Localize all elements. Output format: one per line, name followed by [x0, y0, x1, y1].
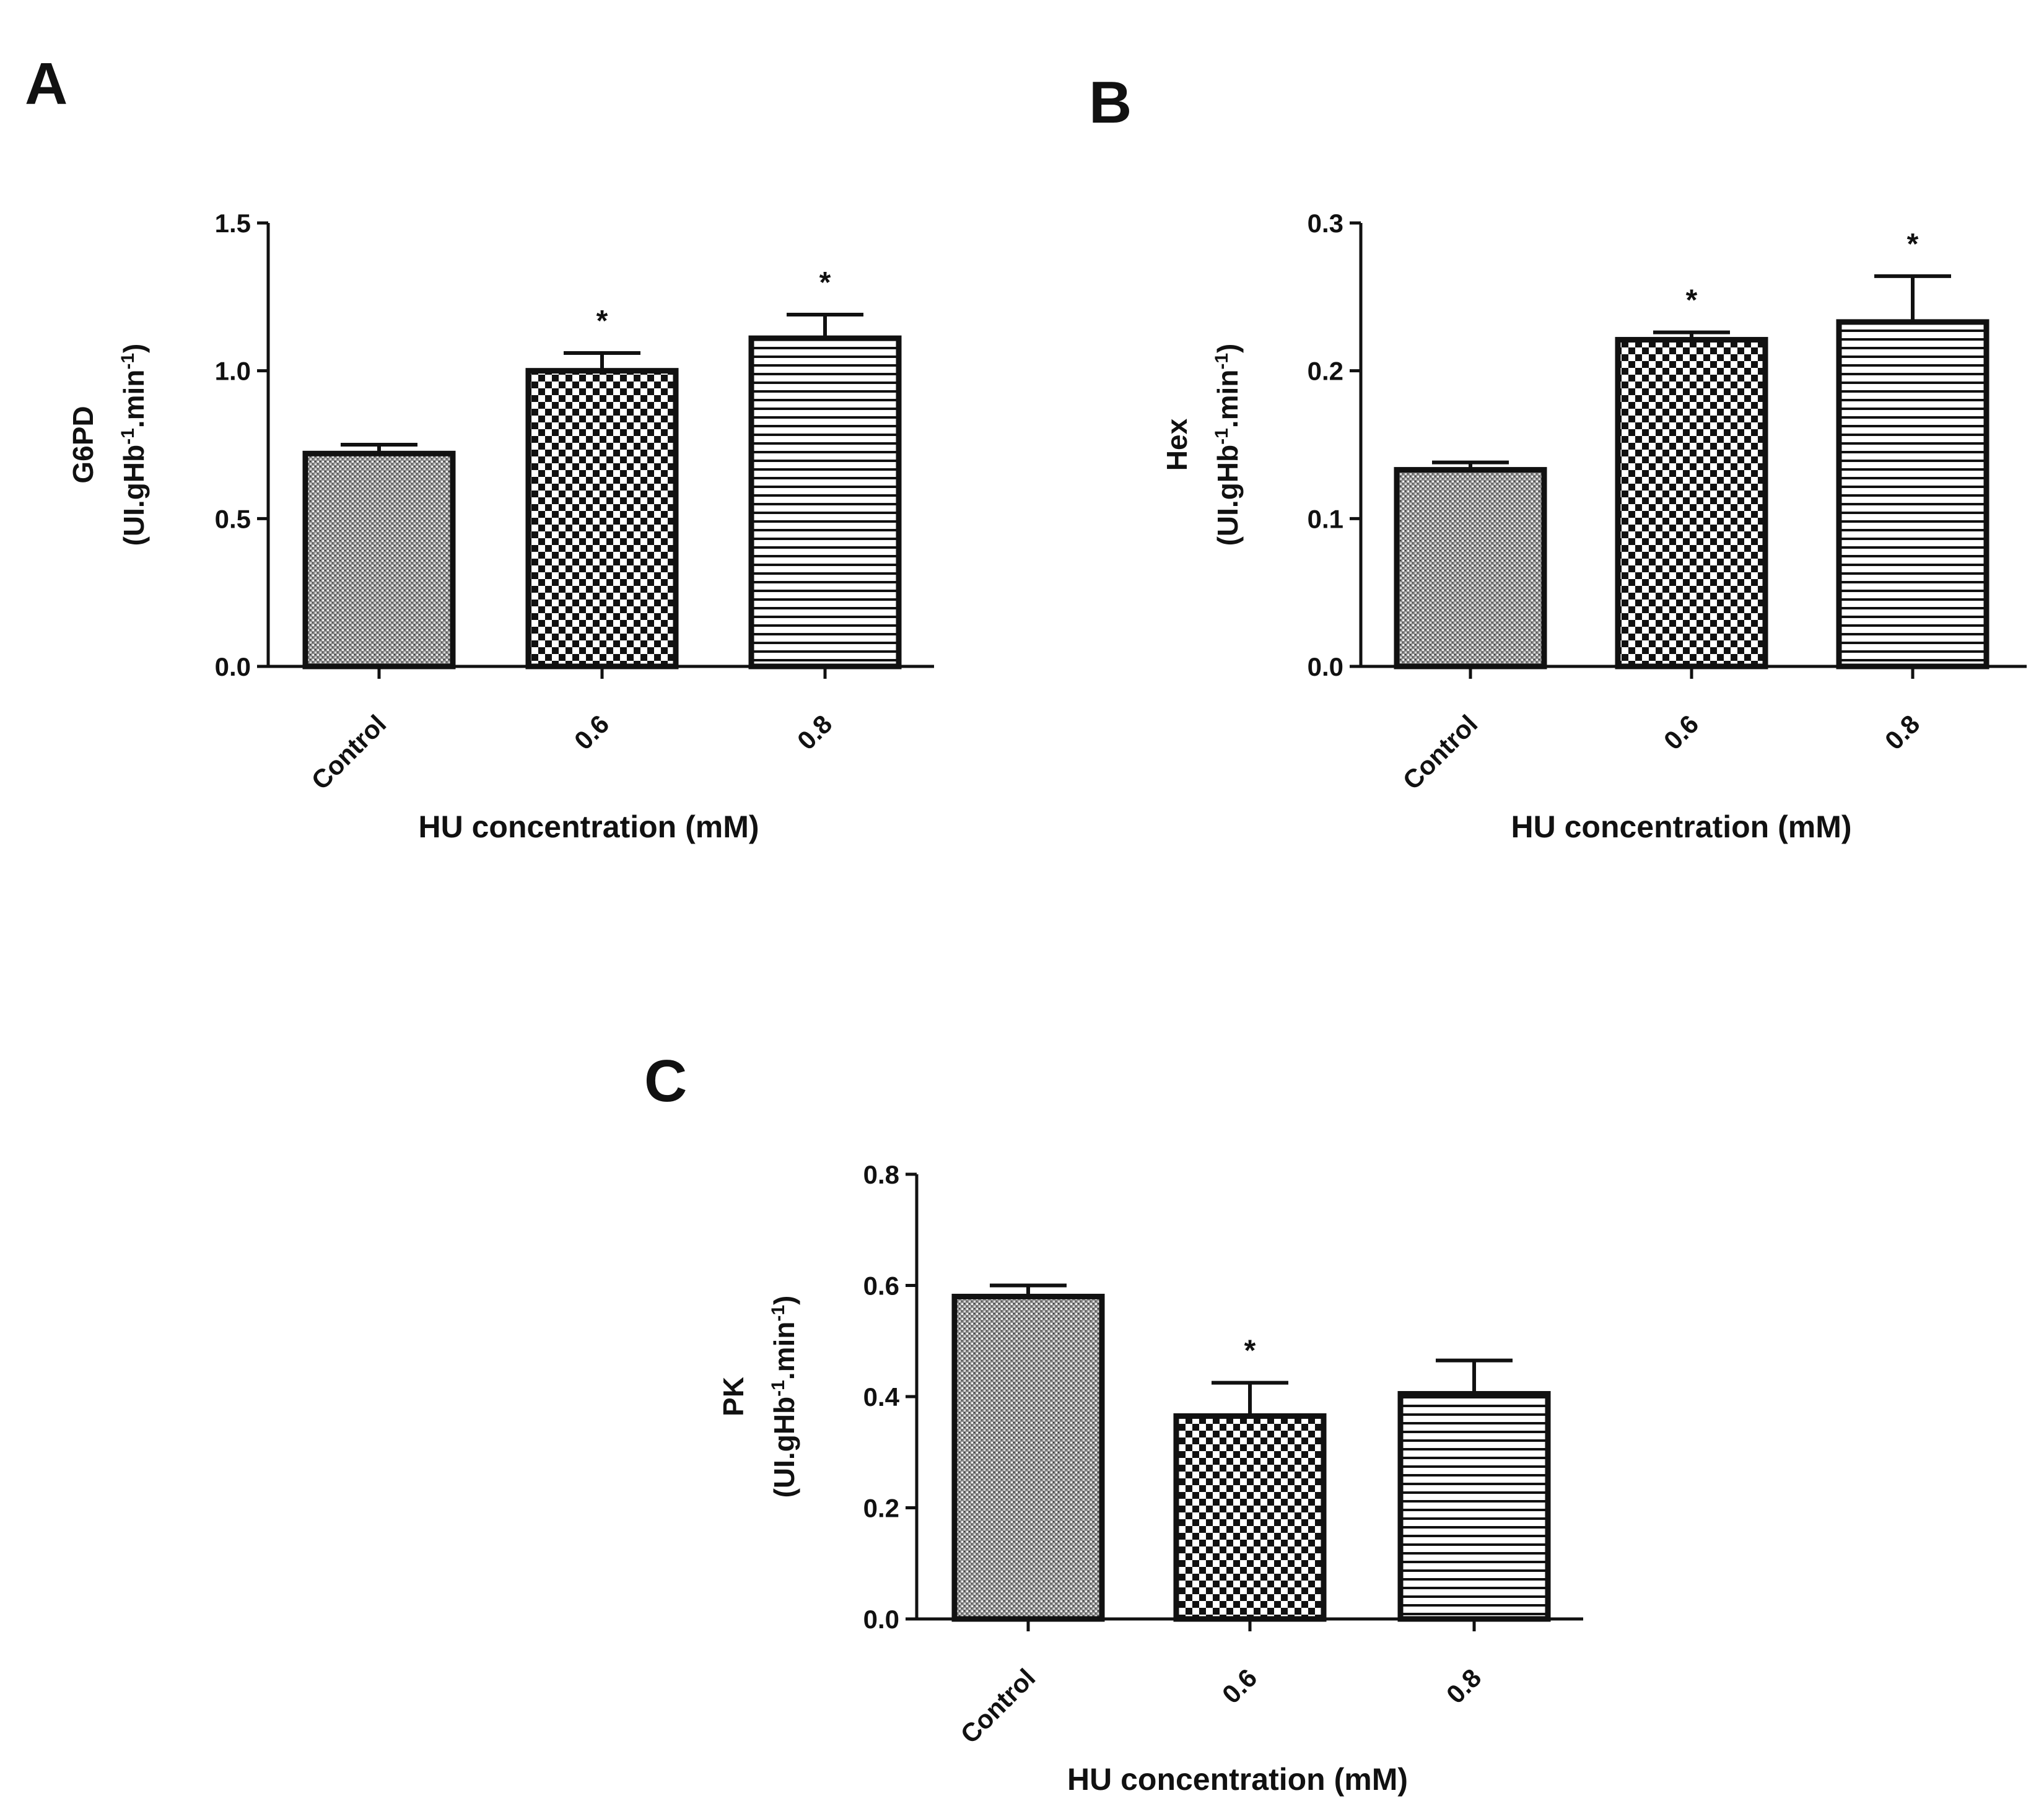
- panel-b-letter: B: [1089, 69, 1132, 136]
- panel-a-plot: * * 0.0 0.5 1.0 1.5 Control 0.6 0.8 HU concentrat…: [67, 209, 934, 844]
- panel-c-category-label-1: 0.6: [1216, 1663, 1263, 1709]
- panel-b-y-units-part-3: -1: [1212, 353, 1232, 370]
- panel-c-y-axis-label-units: (UI.gHb-1.min-1): [768, 1296, 801, 1498]
- panel-c-bar-3: [1397, 1391, 1551, 1622]
- panel-a-ytick-label-1: 0.5: [215, 504, 251, 533]
- panel-b-category-label-0: Control: [1397, 709, 1483, 795]
- panel-a-y-axis-label-name: G6PD: [67, 406, 99, 483]
- panel-a-category-label-1: 0.6: [569, 709, 615, 756]
- panel-c-category-label-0: Control: [955, 1663, 1041, 1749]
- panel-a-letter: A: [25, 51, 68, 117]
- panel-a-ytick-label-0: 0.0: [215, 652, 251, 681]
- panel-b-category-label-2: 0.8: [1879, 709, 1926, 756]
- panel-a-category-label-0: Control: [306, 709, 392, 795]
- panel-b-y-units-part-2: .min: [1212, 370, 1244, 429]
- panel-b-y-units-part-0: (UI.gHb: [1212, 445, 1244, 546]
- panel-c-ytick-label-1: 0.2: [863, 1494, 899, 1523]
- panel-a-y-axis-label-units: (UI.gHb-1.min-1): [118, 344, 151, 546]
- panel-c-letter: C: [644, 1048, 687, 1114]
- panel-b-ytick-label-1: 0.1: [1308, 504, 1343, 533]
- panel-c-significance-2: *: [1244, 1335, 1256, 1368]
- panel-b-x-axis-label: HU concentration (mM): [1511, 809, 1852, 844]
- panel-a-bar-1: [302, 450, 456, 670]
- panel-c-ytick-label-4: 0.8: [863, 1160, 899, 1189]
- panel-a-ytick-label-3: 1.5: [215, 209, 251, 238]
- panel-b: B * * 0.0 0.1 0.2 0.3 Control 0.6 0.8 HU concentr…: [1089, 69, 2027, 844]
- panel-c-ytick-label-0: 0.0: [863, 1605, 899, 1634]
- panel-b-y-axis-label-name: Hex: [1161, 418, 1193, 471]
- panel-c-y-axis-label-name: PK: [717, 1377, 749, 1416]
- panel-a-y-units-part-2: .min: [118, 370, 150, 429]
- panel-c-y-units-part-3: -1: [768, 1305, 788, 1322]
- panel-c-y-units-part-1: -1: [768, 1380, 788, 1397]
- panel-b-bar-3: [1836, 319, 1989, 670]
- panel-b-significance-2: *: [1686, 284, 1698, 317]
- panel-a-bar-2: [525, 368, 679, 670]
- panel-b-ytick-label-3: 0.3: [1308, 209, 1343, 238]
- panel-c-bar-1: [951, 1293, 1105, 1622]
- panel-b-bar-1: [1394, 467, 1547, 670]
- panel-c-plot: * 0.0 0.2 0.4 0.6 0.8 Control 0.6 0.8 HU concentr…: [717, 1160, 1583, 1797]
- panel-b-ytick-label-2: 0.2: [1308, 357, 1343, 386]
- panel-b-ytick-label-0: 0.0: [1308, 652, 1343, 681]
- panel-b-bar-2: [1615, 337, 1768, 670]
- panel-c-y-units-part-2: .min: [768, 1322, 800, 1381]
- panel-c-x-axis-label: HU concentration (mM): [1067, 1762, 1408, 1797]
- panel-c-ytick-label-2: 0.4: [863, 1382, 900, 1411]
- panel-b-y-axis-label-units: (UI.gHb-1.min-1): [1212, 344, 1244, 546]
- panel-c: C * 0.0 0.2 0.4 0.6 0.8 Control 0.6 0.8 HU concen…: [644, 1048, 1583, 1797]
- panel-c-category-label-2: 0.8: [1441, 1663, 1487, 1709]
- panel-b-plot: * * 0.0 0.1 0.2 0.3 Control 0.6 0.8 HU concentrat…: [1161, 209, 2027, 844]
- panel-a-y-units-part-4: ): [118, 344, 150, 353]
- panel-a-y-units-part-3: -1: [118, 353, 138, 370]
- panel-a-bar-3: [748, 335, 902, 670]
- panel-b-category-label-1: 0.6: [1658, 709, 1705, 756]
- panel-c-y-units-part-4: ): [768, 1296, 800, 1305]
- panel-a-x-axis-label: HU concentration (mM): [419, 809, 759, 844]
- panel-a-y-units-part-1: -1: [118, 428, 138, 445]
- panel-a-y-units-part-0: (UI.gHb: [118, 445, 150, 546]
- panel-a-category-label-2: 0.8: [792, 709, 838, 756]
- panel-b-significance-3: *: [1907, 228, 1919, 261]
- panel-a-ytick-label-2: 1.0: [215, 357, 251, 386]
- panel-a: A * * 0.0 0.5 1.0 1.5 Control 0.6 0.8 HU concentr…: [25, 51, 934, 844]
- panel-a-significance-2: *: [596, 305, 608, 338]
- panel-c-y-units-part-0: (UI.gHb: [768, 1397, 800, 1498]
- panel-a-significance-3: *: [819, 266, 831, 299]
- panel-b-y-units-part-1: -1: [1212, 428, 1232, 445]
- panel-c-ytick-label-3: 0.6: [863, 1272, 899, 1301]
- panel-b-y-units-part-4: ): [1212, 344, 1244, 353]
- panel-c-bar-2: [1173, 1413, 1327, 1622]
